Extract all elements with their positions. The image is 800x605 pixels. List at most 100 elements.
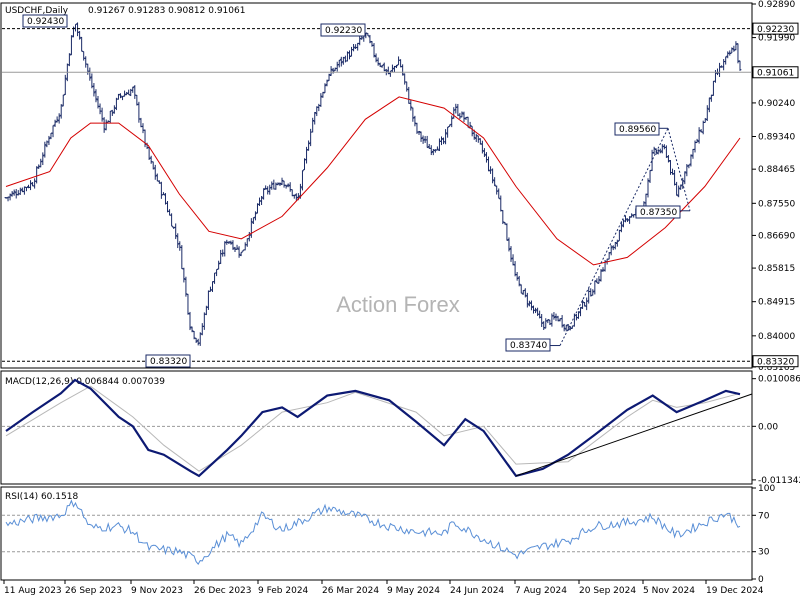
ohlc-bar <box>444 129 447 145</box>
xaxis-tick-label: 7 Aug 2024 <box>515 586 567 596</box>
ohlc-bar <box>274 182 278 190</box>
ohlc-bar <box>339 56 343 67</box>
annotation-low-dec23-text: 0.83320 <box>150 357 187 367</box>
xaxis-tick-label: 26 Mar 2024 <box>322 586 379 596</box>
rsi-line <box>5 499 741 565</box>
ohlc-bar <box>440 136 443 146</box>
ohlc-bar <box>147 147 151 160</box>
ohlc-bar <box>378 62 382 68</box>
ohlc-bar <box>117 93 120 100</box>
ohlc-bar <box>560 315 564 328</box>
ohlc-bar <box>182 267 186 283</box>
macd-ytick-label: -0.011342 <box>758 476 800 486</box>
ohlc-bar <box>227 241 231 244</box>
ohlc-bar <box>47 135 51 145</box>
ohlc-bar <box>284 184 288 189</box>
ohlc-bar <box>119 93 122 99</box>
macd-ytick-label: 0.00 <box>758 422 778 432</box>
ohlc-bar <box>323 83 327 94</box>
ohlc-bar <box>507 237 511 252</box>
ohlc-bar <box>487 156 490 172</box>
xaxis-tick-label: 9 Nov 2023 <box>131 586 183 596</box>
ohlc-bar <box>55 116 59 123</box>
xaxis-tick-label: 20 Sep 2024 <box>579 586 636 596</box>
ohlc-bar <box>595 278 599 284</box>
xaxis-tick-label: 9 Feb 2024 <box>258 586 309 596</box>
annotation-low-nov24-text: 0.87350 <box>640 208 677 218</box>
ohlc-bar <box>519 284 523 294</box>
ohlc-bar <box>738 60 742 71</box>
ohlc-bar <box>348 50 351 60</box>
xaxis-tick-label: 11 Aug 2023 <box>4 586 62 596</box>
ohlc-bar <box>677 185 681 198</box>
ohlc-bar <box>237 246 241 258</box>
ohlc-bar <box>319 93 323 107</box>
ohlc-bar <box>102 117 106 133</box>
ohlc-bar <box>307 140 310 151</box>
ohlc-bar <box>431 149 435 156</box>
ohlc-bar <box>262 188 266 200</box>
ohlc-bar <box>452 107 456 119</box>
ohlc-bar <box>470 125 474 137</box>
ohlc-bar <box>229 240 233 245</box>
ohlc-bar <box>687 164 691 169</box>
ohlc-bar <box>41 152 45 166</box>
ohlc-bar <box>460 111 464 118</box>
ohlc-bar <box>503 221 507 225</box>
ohlc-bar <box>446 126 450 138</box>
annotation-low-aug24-text: 0.83740 <box>510 341 547 351</box>
ohlc-bar <box>534 307 537 314</box>
ohlc-bar <box>123 90 126 97</box>
ohlc-bar <box>652 146 656 155</box>
moving-average-line <box>5 96 741 266</box>
ohlc-bar <box>646 178 650 198</box>
ohlc-bar <box>505 223 509 241</box>
ohlc-bar <box>325 79 329 87</box>
ohlc-bar <box>239 251 243 257</box>
ohlc-bar <box>231 240 235 250</box>
ohlc-bar <box>724 56 728 65</box>
ohlc-bar <box>436 146 439 151</box>
ohlc-bar <box>29 180 32 191</box>
ohlc-bar <box>448 124 452 128</box>
low-price-text: 0.83320 <box>757 358 794 368</box>
ohlc-bar <box>235 244 239 250</box>
ohlc-bar <box>352 43 355 52</box>
ohlc-bar <box>523 288 527 298</box>
watermark: Action Forex <box>336 292 460 317</box>
ohlc-bar <box>280 177 284 186</box>
ohlc-bar <box>174 223 178 240</box>
ohlc-bar <box>186 293 190 315</box>
ohlc-bar <box>249 218 253 238</box>
ohlc-bar <box>258 197 261 206</box>
ohlc-bar <box>184 276 188 297</box>
ohlc-bar <box>577 311 580 319</box>
price-ytick-label: 0.89340 <box>758 133 795 143</box>
ohlc-bar <box>556 315 560 322</box>
ohlc-bar <box>726 51 730 59</box>
ohlc-bar <box>579 306 582 317</box>
ohlc-bar <box>372 43 376 58</box>
ohlc-bar <box>35 166 39 184</box>
ohlc-bar <box>401 64 405 76</box>
ohlc-bar <box>176 233 180 249</box>
ohlc-bar <box>568 326 572 331</box>
ohlc-bar <box>528 300 531 307</box>
ohlc-bar <box>597 276 601 284</box>
ohlc-bar <box>395 64 398 69</box>
ohlc-bar <box>153 164 157 180</box>
ohlc-bar <box>707 97 711 113</box>
projection-up-line <box>559 128 669 346</box>
ohlc-bar <box>683 171 687 185</box>
ohlc-bar <box>585 297 589 311</box>
price-header-symbol: USDCHF,Daily <box>5 6 69 16</box>
annotation-high-nov24-box <box>614 122 660 136</box>
price-ytick-label: 0.90240 <box>758 99 795 109</box>
ohlc-bar <box>286 183 290 188</box>
ohlc-bar <box>391 64 394 72</box>
macd-signal-line <box>5 385 741 472</box>
xaxis-tick-label: 19 Dec 2024 <box>706 586 764 596</box>
ohlc-bar <box>67 53 71 67</box>
ohlc-bar <box>294 193 298 201</box>
